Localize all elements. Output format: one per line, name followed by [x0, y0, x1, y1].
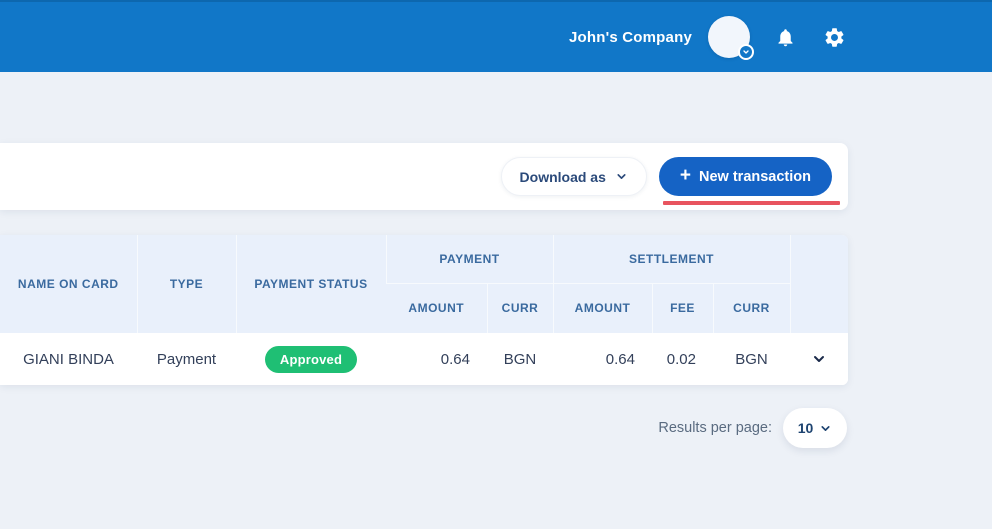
avatar-chevron-badge [738, 44, 754, 60]
col-header-payment-status: PAYMENT STATUS [235, 235, 386, 333]
col-header-payment-curr: CURR [486, 283, 553, 333]
settings-button[interactable] [823, 26, 846, 49]
col-header-name-on-card: NAME ON CARD [0, 235, 137, 333]
download-as-label: Download as [519, 168, 606, 185]
col-header-settlement-fee: FEE [651, 283, 713, 333]
col-header-settlement-curr: CURR [712, 283, 791, 333]
new-transaction-label: New transaction [699, 168, 811, 185]
cell-type: Payment [137, 333, 236, 385]
col-header-expand [789, 235, 848, 333]
pagination: Results per page: 10 [658, 408, 847, 448]
expand-row-button[interactable] [807, 347, 831, 371]
gear-icon [825, 27, 844, 47]
cell-settlement-amount: 0.64 [553, 333, 652, 385]
bell-icon [778, 28, 793, 46]
avatar[interactable] [708, 16, 754, 60]
col-header-type: TYPE [136, 235, 236, 333]
col-header-settlement-amount: AMOUNT [552, 283, 652, 333]
results-per-page-value: 10 [797, 420, 814, 436]
plus-icon: + [679, 165, 691, 186]
top-nav: John's Company [0, 0, 992, 72]
toolbar-panel: Download as + New transaction [0, 143, 848, 210]
results-per-page-label: Results per page: [658, 420, 772, 436]
cell-settlement-curr: BGN [713, 333, 791, 385]
cell-name-on-card: GIANI BINDA [0, 333, 137, 385]
cell-expand [790, 333, 848, 385]
cell-settlement-fee: 0.02 [652, 333, 713, 385]
col-group-settlement: SETTLEMENT [552, 235, 791, 284]
download-as-button[interactable]: Download as [500, 157, 647, 196]
chevron-down-icon [617, 174, 626, 179]
cell-payment-amount: 0.64 [386, 333, 487, 385]
chevron-down-icon [821, 425, 830, 431]
notifications-button[interactable] [775, 27, 796, 48]
highlight-underline [663, 201, 840, 205]
company-name[interactable]: John's Company [568, 28, 692, 46]
transactions-table-grid: NAME ON CARD TYPE PAYMENT STATUS PAYMENT… [0, 235, 848, 385]
new-transaction-button[interactable]: + New transaction [658, 157, 832, 196]
transaction-row[interactable]: GIANI BINDA Payment Approved 0.64 BGN 0.… [0, 333, 848, 385]
cell-payment-curr: BGN [487, 333, 553, 385]
chevron-down-icon [814, 356, 825, 362]
col-group-payment: PAYMENT [385, 235, 553, 284]
status-badge: Approved [264, 345, 358, 373]
results-per-page-select[interactable]: 10 [783, 408, 847, 448]
cell-payment-status: Approved [236, 333, 386, 385]
col-header-payment-amount: AMOUNT [386, 283, 487, 333]
transactions-table: NAME ON CARD TYPE PAYMENT STATUS PAYMENT… [0, 235, 848, 385]
chevron-down-icon [743, 50, 749, 54]
